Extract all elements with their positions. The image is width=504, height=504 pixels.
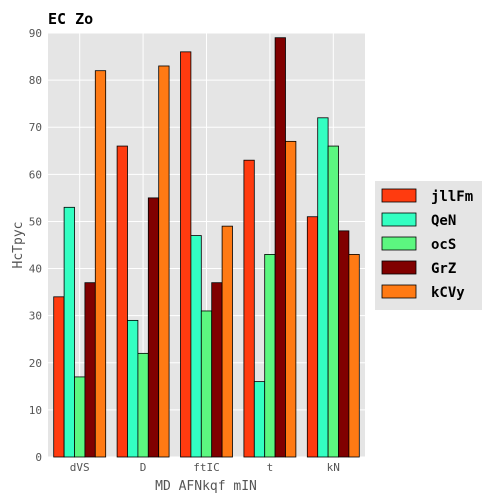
y-axis-label: HcTpyc — [11, 222, 26, 269]
bar — [243, 159, 255, 458]
bar — [327, 145, 339, 458]
legend-swatch — [381, 260, 417, 275]
x-tick-label: kN — [327, 461, 340, 474]
bar — [285, 140, 297, 458]
legend-swatch — [381, 212, 417, 227]
bar — [264, 254, 276, 458]
legend-items: jllFm QeN ocS GrZ kCVy — [381, 188, 473, 301]
bar — [94, 70, 107, 458]
y-tick-label: 60 — [29, 168, 42, 181]
y-axis-ticks: 0 10 20 30 40 50 60 70 80 90 — [29, 27, 42, 464]
legend-label: jllFm — [431, 189, 473, 205]
bar — [147, 197, 160, 458]
bar — [338, 230, 350, 458]
bar — [253, 381, 266, 458]
bars — [53, 37, 360, 458]
legend-label: kCVy — [431, 285, 465, 301]
bar — [63, 206, 75, 458]
bar — [190, 235, 202, 458]
bar — [127, 319, 139, 458]
bar — [200, 310, 213, 458]
bar — [274, 37, 286, 458]
legend-label: QeN — [431, 213, 456, 229]
bar — [317, 117, 329, 458]
bar — [306, 216, 319, 458]
legend-label: GrZ — [431, 261, 456, 277]
x-axis-label: MD AFNkqf mIN — [155, 479, 257, 494]
legend-label: ocS — [431, 237, 456, 253]
x-tick-label: dVS — [70, 461, 90, 474]
bar — [180, 51, 192, 458]
y-tick-label: 40 — [29, 263, 42, 276]
y-tick-label: 90 — [29, 27, 42, 40]
bar — [211, 282, 223, 458]
y-tick-label: 50 — [29, 215, 42, 228]
bar — [84, 282, 96, 458]
x-tick-label: D — [140, 461, 147, 474]
bar — [116, 145, 128, 458]
bar — [53, 296, 65, 458]
x-tick-label: t — [267, 461, 274, 474]
bar — [74, 376, 86, 458]
y-tick-label: 70 — [29, 121, 42, 134]
y-tick-label: 30 — [29, 310, 42, 323]
y-tick-label: 80 — [29, 74, 42, 87]
bar — [221, 225, 233, 458]
chart-title: EC Zo — [48, 10, 93, 28]
x-tick-label: ftIC — [193, 461, 220, 474]
y-tick-label: 10 — [29, 404, 42, 417]
y-tick-label: 0 — [35, 451, 42, 464]
legend-swatch — [381, 284, 417, 299]
legend-swatch — [381, 188, 417, 203]
bar — [158, 65, 170, 458]
legend: jllFm QeN ocS GrZ kCVy — [375, 181, 482, 310]
bar — [348, 254, 360, 458]
y-tick-label: 20 — [29, 357, 42, 370]
bar — [137, 352, 149, 458]
legend-swatch — [381, 236, 417, 251]
